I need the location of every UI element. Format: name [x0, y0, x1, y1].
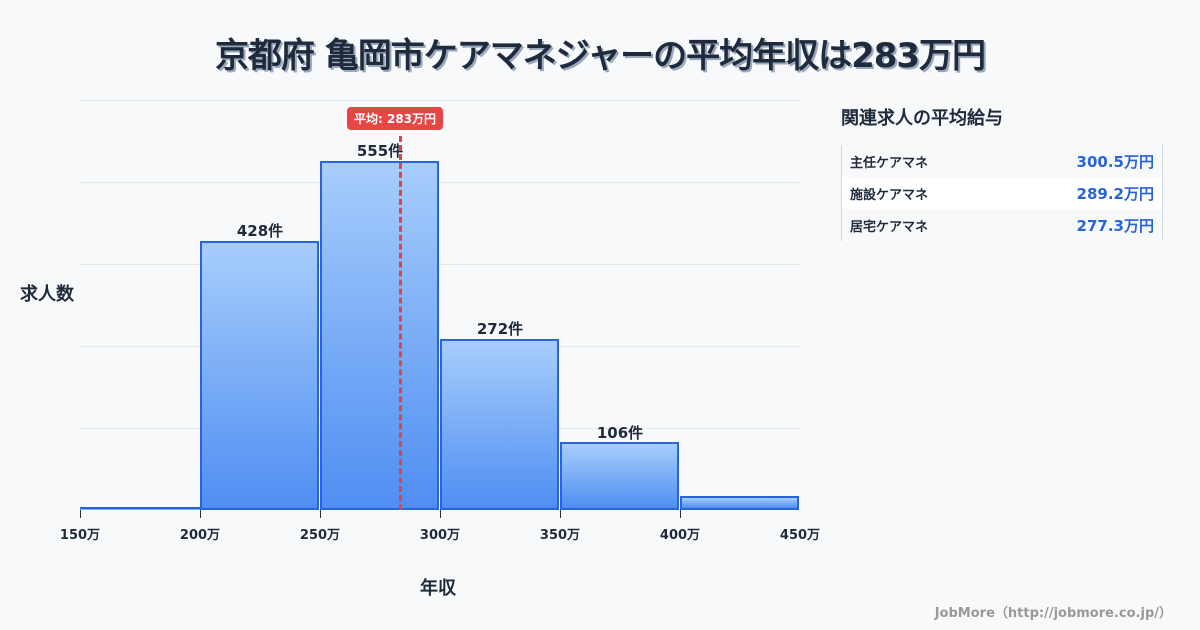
- x-axis-label: 年収: [420, 578, 456, 599]
- related-salary-row: 施設ケアマネ 289.2万円: [842, 177, 1162, 209]
- salary-value: 300.5万円: [1076, 152, 1154, 171]
- salary-value: 277.3万円: [1076, 216, 1154, 235]
- bar-200-250: [200, 241, 319, 510]
- bar-350-400: [560, 442, 679, 510]
- related-salary-table: 主任ケアマネ 300.5万円 施設ケアマネ 289.2万円 居宅ケアマネ 277…: [841, 145, 1163, 241]
- related-salary-title: 関連求人の平均給与: [841, 108, 1003, 129]
- bar-value-label: 555件: [356, 142, 404, 160]
- bar-value-label: 272件: [476, 320, 524, 338]
- x-tick-label: 450万: [779, 528, 821, 543]
- bar-400-450: [680, 496, 799, 510]
- related-salary-row: 居宅ケアマネ 277.3万円: [842, 209, 1162, 241]
- bar-300-350: [440, 339, 559, 510]
- bar-value-label: 428件: [236, 222, 284, 240]
- y-axis-label: 求人数: [20, 284, 74, 305]
- bar-250-300: [320, 161, 439, 510]
- x-tick: [320, 510, 321, 518]
- chart-title: 京都府 亀岡市ケアマネジャーの平均年収は283万円: [214, 36, 986, 76]
- x-tick: [200, 510, 201, 518]
- x-tick-label: 250万: [299, 528, 341, 543]
- job-type-label: 主任ケアマネ: [850, 155, 929, 171]
- histogram-plot: 428件 555件 272件 106件 平均: 283万円 150万 200万 …: [60, 100, 820, 543]
- gridline: [80, 182, 800, 183]
- related-salary-row: 主任ケアマネ 300.5万円: [842, 145, 1162, 177]
- job-type-label: 施設ケアマネ: [850, 187, 929, 203]
- x-tick-label: 350万: [539, 528, 581, 543]
- bar-value-label: 106件: [596, 424, 644, 442]
- x-tick: [560, 510, 561, 518]
- footer-credit: JobMore（http://jobmore.co.jp/）: [934, 606, 1172, 621]
- x-tick-label: 150万: [59, 528, 101, 543]
- salary-value: 289.2万円: [1076, 184, 1154, 203]
- average-line: [399, 136, 402, 510]
- x-tick-label: 400万: [659, 528, 701, 543]
- x-tick: [440, 510, 441, 518]
- average-badge: 平均: 283万円: [347, 107, 444, 130]
- x-tick: [80, 510, 81, 518]
- x-tick-label: 300万: [419, 528, 461, 543]
- gridline: [80, 100, 800, 101]
- gridline: [80, 264, 800, 265]
- bar-150-200: [80, 507, 200, 510]
- x-tick: [680, 510, 681, 518]
- x-tick-label: 200万: [179, 528, 221, 543]
- job-type-label: 居宅ケアマネ: [850, 219, 929, 235]
